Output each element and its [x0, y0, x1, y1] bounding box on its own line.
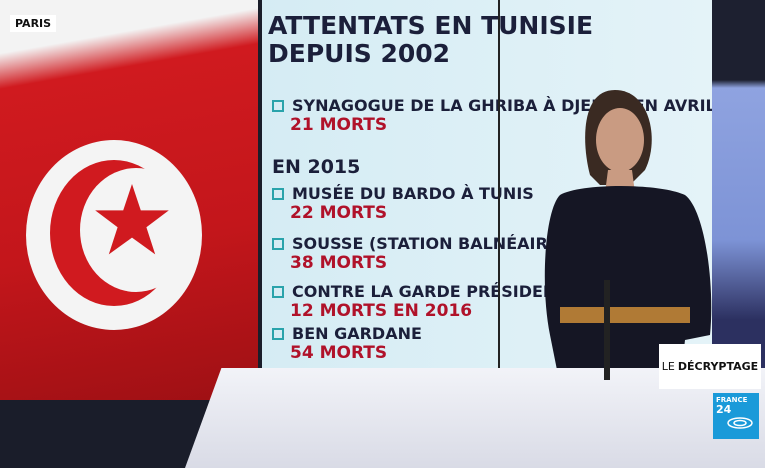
banner-prefix: LE [661, 360, 675, 373]
checkbox-icon [272, 286, 284, 298]
checkbox-icon [272, 328, 284, 340]
france24-logo: FRANCE 24 [713, 393, 759, 439]
logo-line2: 24 [716, 403, 732, 416]
list-item: CONTRE LA GARDE PRÉSIDEN 12 MORTS EN 2016 [272, 282, 556, 321]
list-item: SOUSSE (STATION BALNÉAIRE 38 MORTS [272, 234, 559, 273]
item-deaths: 12 MORTS EN 2016 [290, 301, 473, 321]
item-place: SOUSSE (STATION BALNÉAIRE [292, 234, 559, 253]
list-item: MUSÉE DU BARDO À TUNIS 22 MORTS [272, 184, 534, 223]
tunisian-flag [0, 0, 258, 400]
list-item: BEN GARDANE 54 MORTS [272, 324, 422, 363]
item-place: BEN GARDANE [292, 324, 422, 343]
item-deaths: 54 MORTS [290, 343, 388, 363]
checkbox-icon [272, 100, 284, 112]
logo-waves-icon [727, 417, 753, 429]
item-deaths: 22 MORTS [290, 203, 388, 223]
section-heading: EN 2015 [272, 156, 361, 178]
logo-line1: FRANCE [716, 396, 748, 404]
item-place: MUSÉE DU BARDO À TUNIS [292, 184, 534, 203]
item-place: CONTRE LA GARDE PRÉSIDEN [292, 282, 557, 301]
lower-third-banner: LE DÉCRYPTAGE [659, 344, 761, 389]
location-tag: PARIS [10, 15, 57, 32]
screen-title-1: ATTENTATS EN TUNISIE [268, 11, 594, 40]
presenter [544, 90, 712, 385]
star-icon [95, 184, 169, 255]
screen-title-2: DEPUIS 2002 [268, 39, 451, 68]
checkbox-icon [272, 188, 284, 200]
item-deaths: 38 MORTS [290, 253, 388, 273]
screen-divider [498, 0, 500, 395]
studio-wall [712, 0, 765, 400]
microphone [604, 280, 610, 380]
item-deaths: 21 MORTS [290, 115, 388, 135]
checkbox-icon [272, 238, 284, 250]
banner-title: DÉCRYPTAGE [677, 360, 759, 373]
